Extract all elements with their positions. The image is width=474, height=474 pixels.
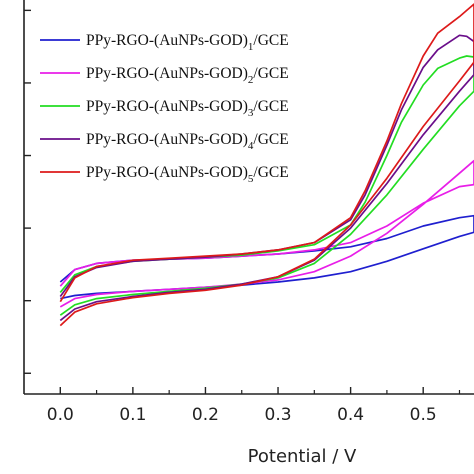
x-tick-label-0: 0.0: [47, 405, 74, 425]
legend: PPy-RGO-(AuNPs-GOD)1/GCE PPy-RGO-(AuNPs-G…: [40, 32, 289, 185]
legend-label-4: PPy-RGO-(AuNPs-GOD)4/GCE: [86, 131, 289, 152]
series-line-5: [59, 3, 474, 327]
legend-label-5: PPy-RGO-(AuNPs-GOD)5/GCE: [86, 164, 289, 185]
legend-label-2: PPy-RGO-(AuNPs-GOD)2/GCE: [86, 65, 289, 86]
legend-label-3: PPy-RGO-(AuNPs-GOD)3/GCE: [86, 98, 289, 119]
plot-area: [24, 0, 474, 394]
axes: 0.0 0.1 0.2 0.3 0.4 0.5: [23, 0, 474, 425]
x-tick-label-1: 0.1: [119, 405, 146, 425]
plot-background: [24, 0, 474, 394]
x-tick-label-5: 0.5: [410, 405, 437, 425]
x-tick-label-2: 0.2: [192, 405, 219, 425]
x-tick-label-4: 0.4: [337, 405, 364, 425]
x-axis-title: Potential / V: [248, 446, 357, 467]
series-lines: [59, 3, 474, 327]
x-tick-label-3: 0.3: [265, 405, 292, 425]
legend-label-1: PPy-RGO-(AuNPs-GOD)1/GCE: [86, 32, 289, 53]
